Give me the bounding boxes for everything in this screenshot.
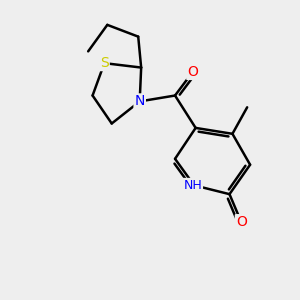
Text: N: N xyxy=(134,94,145,108)
Text: O: O xyxy=(236,215,247,229)
Text: NH: NH xyxy=(183,179,202,192)
Text: O: O xyxy=(187,65,198,79)
Text: S: S xyxy=(100,56,109,70)
